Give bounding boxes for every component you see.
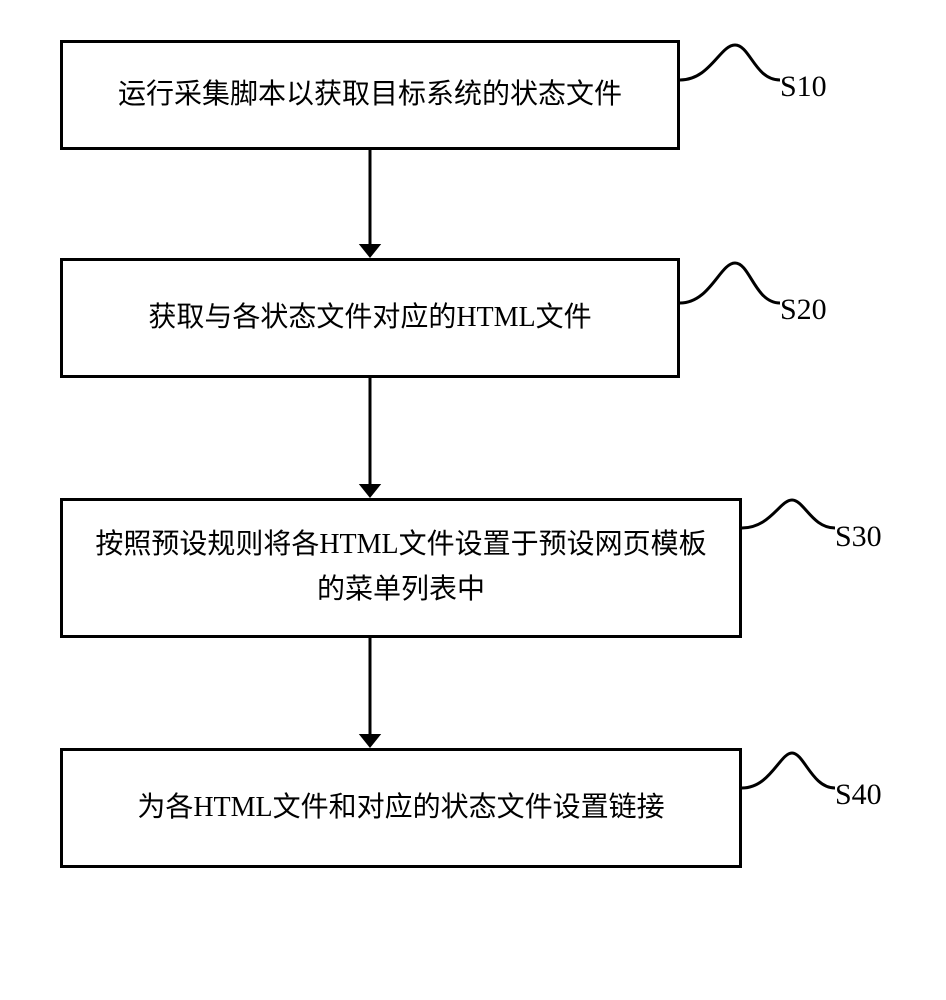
step-box-s30: 按照预设规则将各HTML文件设置于预设网页模板的菜单列表中 [60,498,742,638]
connector-curve-s10 [680,40,780,150]
arrow-down-icon [350,638,390,748]
arrow-s10 [60,150,680,258]
step-label-s30: S30 [835,520,882,554]
step-text: 为各HTML文件和对应的状态文件设置链接 [137,786,664,831]
step-label-s10: S10 [780,70,827,104]
step-label-s40: S40 [835,778,882,812]
step-box-s20: 获取与各状态文件对应的HTML文件 [60,258,680,378]
step-text: 按照预设规则将各HTML文件设置于预设网页模板的菜单列表中 [87,523,715,613]
step-label-s20: S20 [780,293,827,327]
step-row-s40: 为各HTML文件和对应的状态文件设置链接 S40 [60,748,890,868]
step-row-s30: 按照预设规则将各HTML文件设置于预设网页模板的菜单列表中 S30 [60,498,890,638]
arrow-down-icon [350,150,390,258]
step-text: 获取与各状态文件对应的HTML文件 [148,296,591,341]
arrow-s30 [60,638,742,748]
arrow-down-icon [350,378,390,498]
flowchart-container: 运行采集脚本以获取目标系统的状态文件 S10 获取与各状态文件对应的HTML文件 S2… [60,40,890,868]
arrow-s20 [60,378,680,498]
step-text: 运行采集脚本以获取目标系统的状态文件 [118,73,622,118]
connector-curve-s40 [742,748,835,868]
step-row-s20: 获取与各状态文件对应的HTML文件 S20 [60,258,890,378]
connector-curve-s20 [680,258,780,378]
connector-curve-s30 [742,498,835,638]
step-box-s10: 运行采集脚本以获取目标系统的状态文件 [60,40,680,150]
step-box-s40: 为各HTML文件和对应的状态文件设置链接 [60,748,742,868]
step-row-s10: 运行采集脚本以获取目标系统的状态文件 S10 [60,40,890,150]
